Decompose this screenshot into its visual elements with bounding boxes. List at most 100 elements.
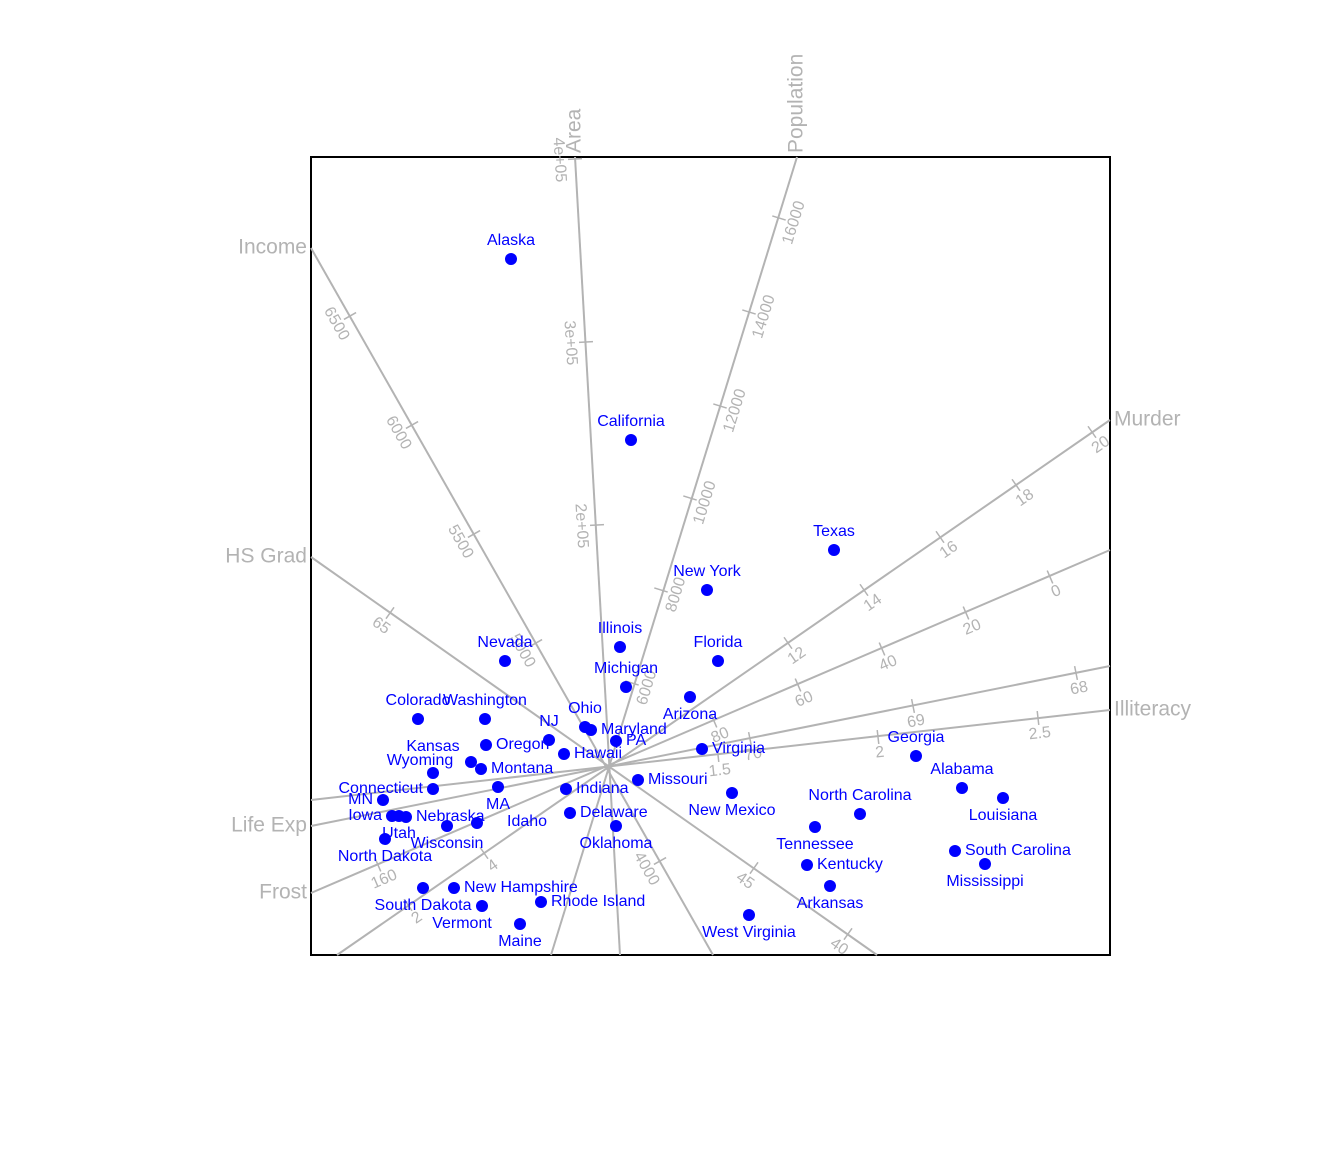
tick-mark	[403, 898, 413, 912]
tick-label: 1.5	[708, 761, 732, 780]
state-point	[480, 739, 492, 751]
tick-mark	[1011, 478, 1021, 492]
state-label: Hawaii	[574, 745, 622, 762]
tick-label: 60	[793, 688, 816, 711]
state-point	[427, 767, 439, 779]
state-point	[684, 691, 696, 703]
state-label: Arkansas	[797, 895, 864, 912]
state-label: South Carolina	[965, 842, 1071, 859]
state-point	[632, 774, 644, 786]
state-label: MN	[348, 791, 373, 808]
tick-label: 65	[369, 614, 393, 638]
state-point	[585, 724, 597, 736]
state-label: Connecticut	[339, 780, 424, 797]
state-point	[956, 782, 968, 794]
tick-mark	[374, 858, 382, 872]
axis-name: Murder	[1114, 408, 1181, 431]
state-label: North Dakota	[338, 848, 432, 865]
state-label: Iowa	[348, 807, 382, 824]
state-point	[949, 845, 961, 857]
state-point	[479, 713, 491, 725]
tick-label: 4000	[630, 849, 662, 888]
state-label: Maryland	[601, 721, 667, 738]
state-point	[824, 880, 836, 892]
tick-label: 45	[733, 869, 757, 893]
tick-label: 69	[906, 711, 927, 731]
state-label: California	[597, 413, 665, 430]
state-label: Wisconsin	[411, 835, 484, 852]
tick-label: 18	[1013, 486, 1037, 510]
tick-mark	[1036, 710, 1040, 726]
tick-label: 2.5	[1028, 724, 1052, 743]
tick-mark	[747, 731, 753, 747]
tick-mark	[653, 856, 667, 866]
state-label: South Dakota	[375, 897, 472, 914]
state-label: New Hampshire	[464, 879, 578, 896]
state-point	[393, 810, 405, 822]
state-point	[448, 882, 460, 894]
state-point	[514, 918, 526, 930]
tick-label: 68	[1069, 678, 1090, 698]
tick-mark	[479, 846, 489, 860]
axis-name: Income	[238, 236, 307, 259]
state-point	[854, 808, 866, 820]
state-point	[558, 748, 570, 760]
tick-label: 5500	[444, 522, 476, 561]
state-point	[427, 783, 439, 795]
state-label: Alabama	[930, 761, 993, 778]
tick-mark	[878, 642, 886, 656]
tick-label: 14	[861, 591, 885, 615]
state-label: Virginia	[712, 740, 765, 757]
state-label: NJ	[539, 713, 559, 730]
state-point	[828, 544, 840, 556]
tick-label: 70	[743, 744, 764, 764]
tick-mark	[710, 714, 718, 728]
state-point	[712, 655, 724, 667]
state-point	[979, 858, 991, 870]
state-label: Idaho	[507, 813, 547, 830]
tick-mark	[772, 215, 786, 221]
tick-mark	[683, 495, 697, 501]
state-point	[696, 743, 708, 755]
tick-label: 40	[877, 652, 900, 675]
axis-name: HS Grad	[225, 545, 307, 568]
tick-label: 12	[785, 644, 809, 668]
tick-mark	[935, 530, 945, 544]
state-point	[465, 756, 477, 768]
axis-name: Illiteracy	[1114, 698, 1192, 721]
axis-name: Population	[785, 54, 808, 153]
tick-mark	[405, 420, 419, 430]
tick-mark	[859, 583, 869, 597]
biplot-axis	[310, 549, 1111, 894]
state-point	[412, 713, 424, 725]
tick-mark	[467, 529, 481, 539]
tick-mark	[876, 729, 880, 745]
axis-name: Frost	[259, 881, 307, 904]
state-point	[441, 820, 453, 832]
tick-mark	[794, 678, 802, 692]
state-label: Arizona	[663, 706, 717, 723]
state-label: PA	[626, 732, 646, 749]
state-label: New Mexico	[688, 802, 775, 819]
state-point	[417, 882, 429, 894]
state-label: Illinois	[598, 620, 642, 637]
plot-frame	[310, 156, 1111, 956]
state-label: Alaska	[487, 232, 535, 249]
tick-label: 160	[369, 866, 400, 892]
state-label: Texas	[813, 523, 855, 540]
state-point	[701, 584, 713, 596]
state-label: Ohio	[568, 700, 602, 717]
state-point	[726, 787, 738, 799]
tick-mark	[343, 311, 357, 321]
state-label: West Virginia	[702, 924, 796, 941]
tick-mark	[713, 403, 727, 409]
state-label: New York	[673, 563, 742, 580]
state-label: Louisiana	[969, 807, 1038, 824]
axis-name: Area	[563, 108, 586, 153]
state-label: Wyoming	[387, 752, 454, 769]
tick-mark	[910, 698, 916, 714]
tick-label: 0	[1049, 582, 1064, 601]
state-label: Missouri	[648, 771, 708, 788]
biplot-axis	[310, 709, 1111, 801]
tick-mark	[749, 861, 759, 875]
